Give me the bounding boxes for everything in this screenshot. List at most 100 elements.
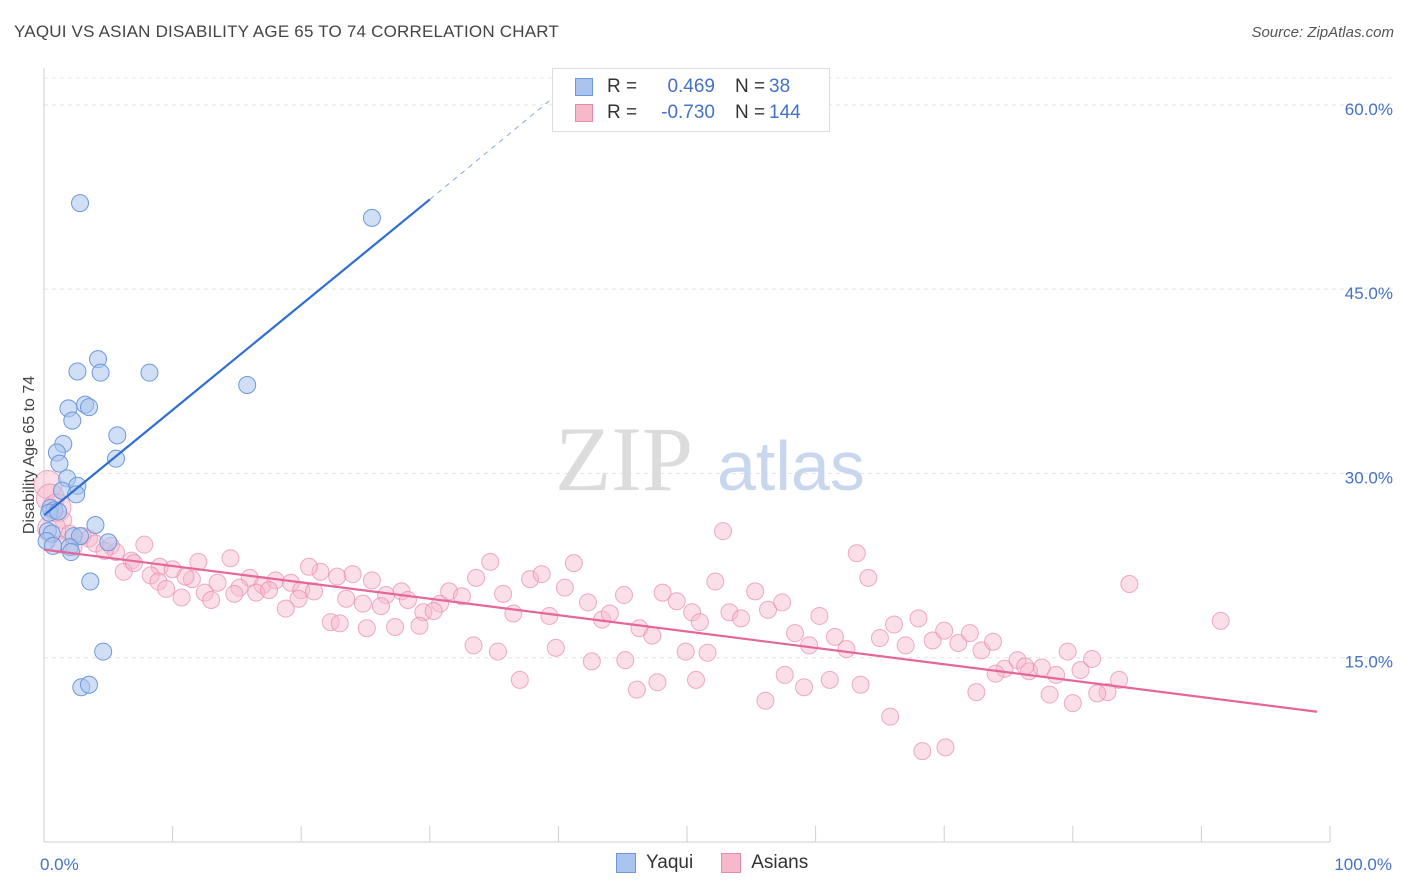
asian-point bbox=[398, 590, 417, 609]
asian-point bbox=[1071, 661, 1090, 679]
asian-point bbox=[357, 619, 376, 638]
asian-point bbox=[494, 584, 513, 603]
asian-point bbox=[481, 552, 500, 571]
yaqui-point bbox=[238, 375, 257, 394]
yaqui-point bbox=[50, 454, 69, 473]
asian-point bbox=[967, 683, 986, 702]
yaqui-point bbox=[140, 363, 159, 382]
asian-point bbox=[627, 680, 646, 699]
asian-point bbox=[202, 590, 221, 609]
yaqui-point bbox=[108, 426, 127, 445]
yaqui-point bbox=[362, 208, 381, 227]
yaqui-point bbox=[49, 502, 68, 521]
yaqui-trend-line bbox=[43, 198, 431, 517]
yaqui-point bbox=[68, 362, 87, 381]
legend-row-asians: R = -0.730 N = 144 bbox=[575, 102, 809, 124]
asian-point bbox=[1047, 665, 1066, 684]
asian-point bbox=[1083, 649, 1102, 668]
asian-point bbox=[714, 522, 733, 541]
asian-point bbox=[851, 675, 870, 694]
asian-point bbox=[773, 593, 792, 612]
tick-labels: 15.0% 30.0% 45.0% 60.0% 0.0% 100.0% bbox=[40, 100, 1393, 874]
yaqui-point bbox=[63, 411, 82, 430]
asian-point bbox=[881, 707, 900, 726]
yaqui-point bbox=[81, 572, 100, 591]
asian-point bbox=[343, 565, 362, 584]
asians-swatch bbox=[575, 104, 593, 122]
asian-point bbox=[149, 572, 168, 591]
asian-point bbox=[362, 571, 381, 590]
legend-n-label: N = bbox=[735, 102, 766, 123]
watermark: ZIP atlas bbox=[555, 408, 865, 510]
yaqui-point bbox=[107, 449, 126, 468]
asian-point bbox=[1120, 575, 1139, 593]
asian-point bbox=[371, 597, 390, 616]
asian-point bbox=[189, 552, 208, 571]
yaqui-trend-extension bbox=[429, 98, 553, 200]
asian-point bbox=[330, 614, 349, 633]
asian-point bbox=[648, 673, 667, 692]
asian-point bbox=[337, 589, 356, 608]
legend-item-yaqui: Yaqui bbox=[616, 852, 693, 874]
asian-point bbox=[820, 670, 839, 689]
asian-points bbox=[33, 469, 1230, 761]
asian-point bbox=[289, 589, 308, 608]
asian-point bbox=[667, 592, 686, 611]
asian-point bbox=[299, 557, 318, 576]
asian-point bbox=[960, 624, 979, 643]
x-tick-label: 0.0% bbox=[40, 855, 79, 874]
asian-point bbox=[1058, 642, 1077, 661]
asian-point bbox=[687, 670, 706, 689]
y-tick-label: 30.0% bbox=[1345, 468, 1393, 487]
legend-r-value: -0.730 bbox=[661, 102, 715, 123]
asian-point bbox=[260, 581, 279, 600]
watermark-atlas: atlas bbox=[717, 427, 865, 505]
asian-point bbox=[643, 626, 662, 645]
asian-point bbox=[176, 567, 195, 586]
asian-point bbox=[706, 572, 725, 591]
asian-point bbox=[125, 554, 144, 573]
asian-point bbox=[1088, 684, 1107, 703]
asian-point bbox=[870, 629, 889, 648]
yaqui-swatch bbox=[575, 78, 593, 96]
asian-point bbox=[321, 613, 340, 632]
asian-point bbox=[775, 665, 794, 684]
asian-point bbox=[467, 568, 486, 587]
asian-point bbox=[546, 638, 565, 657]
yaqui-points bbox=[37, 194, 381, 697]
asian-point bbox=[676, 642, 695, 661]
asian-point bbox=[825, 627, 844, 646]
asian-point bbox=[564, 554, 583, 573]
x-tick-label: 100.0% bbox=[1334, 855, 1392, 874]
asian-point bbox=[353, 594, 372, 613]
asian-point bbox=[720, 603, 739, 622]
chart-source: Source: ZipAtlas.com bbox=[1251, 24, 1394, 41]
asian-point bbox=[653, 583, 672, 602]
asian-point bbox=[986, 664, 1005, 683]
asian-point bbox=[410, 616, 429, 635]
stats-legend: R = 0.469 N = 38 R = -0.730 N = 144 bbox=[552, 68, 830, 132]
asian-point bbox=[896, 636, 915, 655]
legend-label-asians: Asians bbox=[751, 852, 809, 873]
y-tick-label: 60.0% bbox=[1345, 100, 1393, 119]
asian-point bbox=[923, 631, 942, 650]
asian-point bbox=[909, 609, 928, 628]
asian-point bbox=[859, 568, 878, 587]
asian-point bbox=[984, 632, 1003, 651]
asian-point bbox=[683, 603, 702, 622]
yaqui-point bbox=[71, 194, 90, 213]
asian-point bbox=[936, 738, 955, 757]
asian-point bbox=[810, 606, 829, 625]
asian-point bbox=[305, 582, 324, 601]
yaqui-point bbox=[71, 527, 90, 546]
asian-point bbox=[510, 670, 529, 689]
asian-point bbox=[837, 640, 856, 659]
legend-n-label: N = bbox=[735, 76, 766, 97]
asian-point bbox=[616, 651, 635, 670]
asian-point bbox=[600, 604, 619, 623]
asian-point bbox=[746, 582, 765, 601]
legend-row-yaqui: R = 0.469 N = 38 bbox=[575, 76, 809, 98]
axes bbox=[43, 68, 1331, 843]
asian-point bbox=[555, 578, 574, 597]
